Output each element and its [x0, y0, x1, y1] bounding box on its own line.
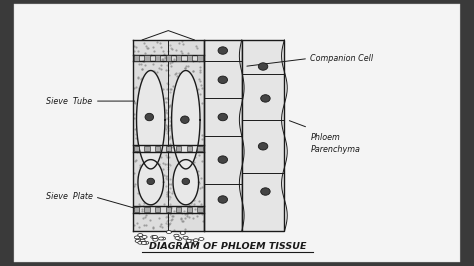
Circle shape — [141, 242, 146, 244]
Circle shape — [153, 238, 158, 241]
Ellipse shape — [218, 196, 228, 203]
Bar — [145, 55, 150, 61]
Ellipse shape — [258, 63, 268, 70]
Ellipse shape — [218, 156, 228, 163]
Circle shape — [144, 241, 149, 244]
Bar — [166, 207, 171, 212]
Circle shape — [135, 236, 140, 239]
Bar — [134, 55, 139, 61]
Circle shape — [158, 237, 164, 240]
Circle shape — [160, 237, 165, 240]
Circle shape — [189, 240, 194, 243]
Bar — [134, 146, 139, 151]
Ellipse shape — [261, 95, 270, 102]
Ellipse shape — [261, 188, 270, 195]
Ellipse shape — [218, 47, 228, 54]
Text: Companion Cell: Companion Cell — [310, 54, 374, 63]
Bar — [166, 55, 171, 61]
Bar — [155, 55, 160, 61]
Ellipse shape — [145, 113, 154, 121]
Bar — [176, 146, 182, 151]
Circle shape — [180, 232, 185, 235]
Text: DIAGRAM OF PHLOEM TISSUE: DIAGRAM OF PHLOEM TISSUE — [149, 242, 306, 251]
Bar — [176, 207, 182, 212]
Ellipse shape — [258, 143, 268, 150]
FancyBboxPatch shape — [14, 4, 460, 262]
Ellipse shape — [218, 113, 228, 121]
Ellipse shape — [147, 178, 155, 185]
Bar — [242, 40, 284, 231]
Bar — [155, 207, 160, 212]
Circle shape — [183, 236, 188, 239]
Ellipse shape — [181, 116, 189, 123]
Circle shape — [174, 234, 179, 237]
Circle shape — [135, 239, 140, 242]
Bar — [145, 207, 150, 212]
Polygon shape — [137, 70, 165, 169]
Ellipse shape — [182, 178, 190, 185]
Polygon shape — [173, 160, 199, 205]
Circle shape — [151, 236, 156, 239]
Bar — [134, 207, 139, 212]
Circle shape — [142, 235, 147, 238]
Bar — [187, 207, 192, 212]
Polygon shape — [138, 160, 164, 205]
Bar — [204, 40, 242, 231]
Circle shape — [136, 238, 141, 240]
Bar — [197, 207, 203, 212]
Text: Sieve  Plate: Sieve Plate — [46, 192, 92, 201]
Circle shape — [186, 239, 191, 242]
Circle shape — [166, 231, 172, 234]
Bar — [197, 146, 203, 151]
Text: Sieve  Tube: Sieve Tube — [46, 97, 92, 106]
Ellipse shape — [218, 76, 228, 84]
Bar — [176, 55, 182, 61]
Polygon shape — [172, 70, 200, 169]
Bar — [187, 146, 192, 151]
Circle shape — [199, 238, 204, 240]
Circle shape — [137, 234, 143, 236]
Circle shape — [140, 236, 145, 239]
Text: Phloem
Parenchyma: Phloem Parenchyma — [310, 133, 360, 154]
Bar — [133, 40, 204, 231]
Bar — [166, 146, 171, 151]
Circle shape — [193, 239, 199, 242]
Bar — [145, 146, 150, 151]
Circle shape — [175, 236, 180, 239]
Circle shape — [138, 241, 143, 244]
Bar — [197, 55, 203, 61]
Bar — [187, 55, 192, 61]
Circle shape — [177, 238, 182, 240]
Circle shape — [152, 235, 157, 238]
Circle shape — [140, 239, 145, 242]
Bar — [155, 146, 160, 151]
